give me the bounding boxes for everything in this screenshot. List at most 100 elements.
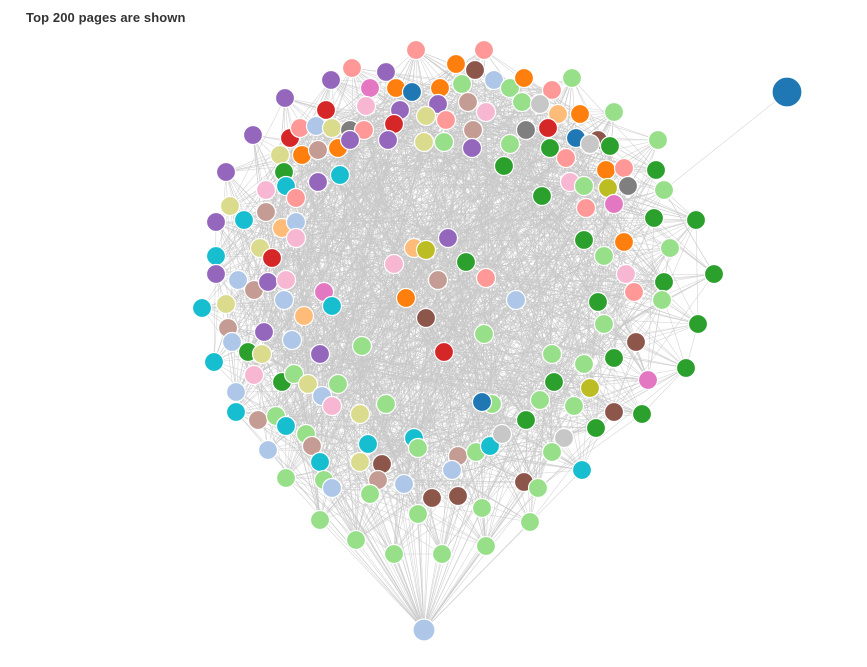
graph-node[interactable] (433, 131, 455, 153)
graph-node[interactable] (359, 77, 381, 99)
graph-node[interactable] (375, 393, 397, 415)
graph-node[interactable] (461, 137, 483, 159)
graph-node[interactable] (255, 201, 277, 223)
graph-node[interactable] (355, 95, 377, 117)
graph-node[interactable] (215, 161, 237, 183)
graph-node[interactable] (543, 371, 565, 393)
graph-node[interactable] (464, 59, 486, 81)
graph-node[interactable] (327, 373, 349, 395)
graph-node[interactable] (613, 157, 635, 179)
graph-node[interactable] (462, 119, 484, 141)
graph-node[interactable] (309, 451, 331, 473)
graph-node[interactable] (685, 209, 707, 231)
graph-node[interactable] (253, 321, 275, 343)
graph-node[interactable] (593, 245, 615, 267)
graph-node[interactable] (251, 343, 273, 365)
graph-node[interactable] (617, 175, 639, 197)
graph-node[interactable] (475, 101, 497, 123)
graph-node[interactable] (307, 171, 329, 193)
graph-node[interactable] (703, 263, 725, 285)
graph-node[interactable] (275, 467, 297, 489)
graph-node[interactable] (353, 119, 375, 141)
graph-node[interactable] (563, 395, 585, 417)
graph-node[interactable] (579, 133, 601, 155)
graph-node[interactable] (637, 369, 659, 391)
graph-node[interactable] (493, 155, 515, 177)
graph-node[interactable] (395, 287, 417, 309)
graph-node[interactable] (309, 343, 331, 365)
graph-node[interactable] (407, 503, 429, 525)
graph-node[interactable] (321, 295, 343, 317)
graph-node[interactable] (415, 105, 437, 127)
graph-node[interactable] (435, 109, 457, 131)
graph-node[interactable] (561, 67, 583, 89)
graph-node[interactable] (603, 101, 625, 123)
graph-node[interactable] (515, 119, 537, 141)
graph-node[interactable] (321, 477, 343, 499)
graph-node[interactable] (269, 144, 291, 166)
graph-node[interactable] (451, 73, 473, 95)
graph-node[interactable] (441, 459, 463, 481)
graph-node[interactable] (225, 381, 247, 403)
graph-node[interactable] (537, 117, 559, 139)
graph-node[interactable] (257, 271, 279, 293)
graph-node[interactable] (585, 417, 607, 439)
graph-node[interactable] (215, 293, 237, 315)
graph-node[interactable] (603, 401, 625, 423)
graph-node[interactable] (595, 159, 617, 181)
graph-node[interactable] (221, 331, 243, 353)
graph-node[interactable] (321, 395, 343, 417)
graph-node[interactable] (233, 209, 255, 231)
graph-node[interactable] (351, 335, 373, 357)
graph-node[interactable] (415, 239, 437, 261)
graph-node[interactable] (227, 269, 249, 291)
graph-node[interactable] (479, 435, 501, 457)
graph-node[interactable] (431, 543, 453, 565)
graph-node[interactable] (473, 39, 495, 61)
graph-node[interactable] (555, 147, 577, 169)
graph-node[interactable] (653, 179, 675, 201)
graph-node[interactable] (274, 87, 296, 109)
graph-node[interactable] (255, 179, 277, 201)
graph-node[interactable] (433, 341, 455, 363)
graph-node[interactable] (407, 437, 429, 459)
graph-node[interactable] (529, 389, 551, 411)
graph-node[interactable] (415, 307, 437, 329)
graph-node[interactable] (275, 415, 297, 437)
graph-node[interactable] (309, 509, 331, 531)
graph-node[interactable] (445, 53, 467, 75)
graph-node[interactable] (261, 247, 283, 269)
graph-node[interactable] (205, 245, 227, 267)
graph-node[interactable] (473, 323, 495, 345)
graph-node[interactable] (341, 57, 363, 79)
graph-node[interactable] (203, 351, 225, 373)
graph-node[interactable] (349, 403, 371, 425)
graph-node[interactable] (275, 269, 297, 291)
graph-node[interactable] (457, 91, 479, 113)
graph-node[interactable] (599, 135, 621, 157)
graph-node[interactable] (455, 251, 477, 273)
graph-node[interactable] (307, 139, 329, 161)
graph-node[interactable] (225, 401, 247, 423)
graph-node[interactable] (651, 289, 673, 311)
graph-node[interactable] (645, 159, 667, 181)
graph-node[interactable] (527, 477, 549, 499)
graph-node[interactable] (499, 77, 521, 99)
graph-node[interactable] (359, 483, 381, 505)
graph-node[interactable] (421, 487, 443, 509)
graph-node[interactable] (471, 391, 493, 413)
graph-node[interactable] (499, 133, 521, 155)
graph-node[interactable] (301, 435, 323, 457)
graph-node[interactable] (593, 313, 615, 335)
graph-node[interactable] (475, 535, 497, 557)
graph-node[interactable] (623, 281, 645, 303)
graph-node[interactable] (569, 103, 591, 125)
graph-node[interactable] (539, 137, 561, 159)
graph-node[interactable] (587, 291, 609, 313)
graph-node[interactable] (471, 497, 493, 519)
graph-node[interactable] (427, 269, 449, 291)
graph-node[interactable] (273, 289, 295, 311)
graph-node[interactable] (349, 451, 371, 473)
graph-node[interactable] (625, 331, 647, 353)
